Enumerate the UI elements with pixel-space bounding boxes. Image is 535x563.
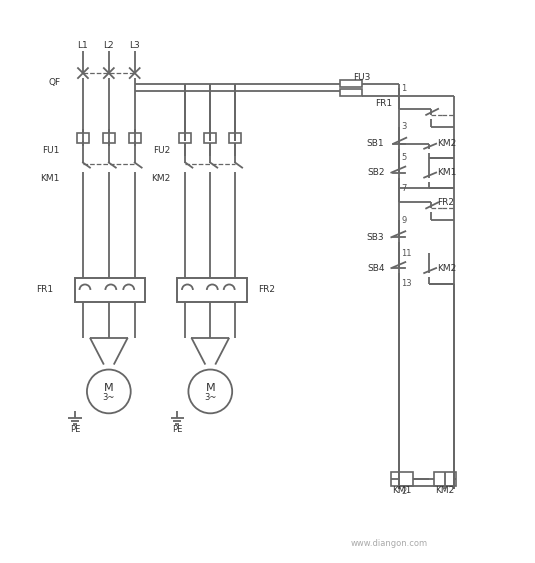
Bar xyxy=(340,89,362,96)
Text: SB4: SB4 xyxy=(367,263,384,272)
Text: KM2: KM2 xyxy=(437,139,456,148)
Text: KM1: KM1 xyxy=(437,168,456,177)
Text: KM1: KM1 xyxy=(393,486,412,495)
Text: PE: PE xyxy=(70,425,80,434)
Text: SB2: SB2 xyxy=(367,168,384,177)
Text: FU2: FU2 xyxy=(153,146,171,155)
Bar xyxy=(229,133,241,143)
Text: PE: PE xyxy=(172,425,182,434)
Bar xyxy=(340,80,362,87)
Text: L2: L2 xyxy=(103,41,114,50)
Text: M: M xyxy=(205,383,215,394)
Bar xyxy=(204,133,216,143)
Text: 3~: 3~ xyxy=(204,393,217,402)
Text: 11: 11 xyxy=(401,249,412,258)
Bar xyxy=(129,133,141,143)
Text: 9: 9 xyxy=(401,216,407,225)
Text: 5: 5 xyxy=(401,153,407,162)
Bar xyxy=(75,278,144,302)
Text: 13: 13 xyxy=(401,279,412,288)
Text: 3~: 3~ xyxy=(103,393,115,402)
Bar xyxy=(103,133,115,143)
Text: M: M xyxy=(104,383,113,394)
Text: L1: L1 xyxy=(78,41,88,50)
Text: KM1: KM1 xyxy=(40,174,59,183)
Text: 2: 2 xyxy=(401,488,407,497)
Text: FU3: FU3 xyxy=(353,73,370,82)
Text: SB3: SB3 xyxy=(367,233,384,242)
Text: KM2: KM2 xyxy=(435,486,455,495)
Text: www.diangon.com: www.diangon.com xyxy=(351,539,428,548)
Bar xyxy=(77,133,89,143)
Text: FU1: FU1 xyxy=(42,146,59,155)
Text: 1: 1 xyxy=(401,83,407,92)
Bar xyxy=(178,278,247,302)
Text: FR2: FR2 xyxy=(437,198,454,207)
Text: KM2: KM2 xyxy=(437,263,456,272)
Bar xyxy=(392,472,413,486)
Bar xyxy=(434,472,456,486)
Text: FR1: FR1 xyxy=(375,100,392,109)
Text: FR2: FR2 xyxy=(258,285,275,294)
Text: 7: 7 xyxy=(401,184,407,193)
Bar xyxy=(179,133,192,143)
Text: QF: QF xyxy=(49,78,61,87)
Text: 3: 3 xyxy=(401,122,407,131)
Text: FR1: FR1 xyxy=(36,285,53,294)
Text: SB1: SB1 xyxy=(367,139,384,148)
Text: KM2: KM2 xyxy=(151,174,171,183)
Text: L3: L3 xyxy=(129,41,140,50)
